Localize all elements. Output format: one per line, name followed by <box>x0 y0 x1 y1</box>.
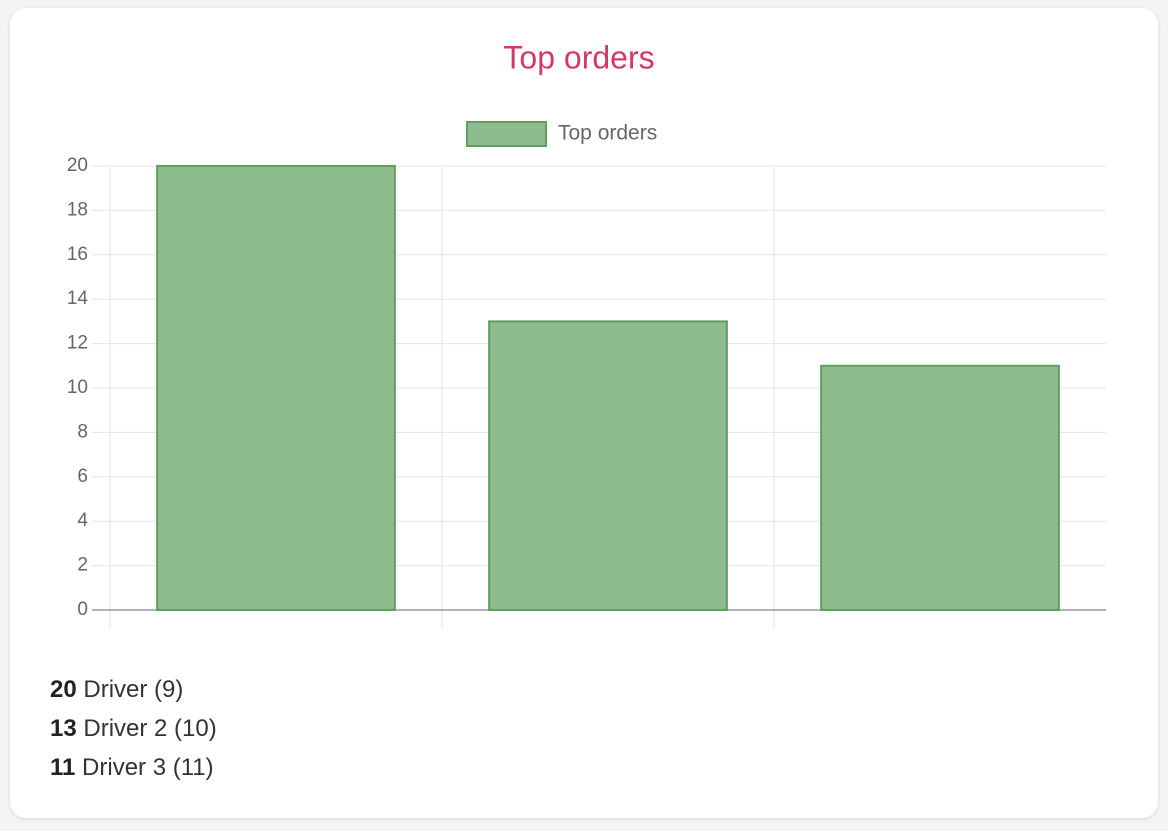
driver-list: 20 Driver (9) 13 Driver 2 (10) 11 Driver 3… <box>50 670 217 787</box>
y-tick-label: 14 <box>67 288 89 309</box>
driver-row: 20 Driver (9) <box>50 670 217 709</box>
order-count: 11 <box>50 754 76 781</box>
y-tick-label: 12 <box>67 333 88 354</box>
y-tick-label: 4 <box>77 510 88 531</box>
legend-label: Top orders <box>558 122 657 145</box>
driver-label: Driver (9) <box>83 676 184 703</box>
driver-label: Driver 3 (11) <box>82 754 214 781</box>
y-tick-label: 10 <box>67 377 88 398</box>
y-tick-label: 2 <box>77 555 88 576</box>
bar <box>820 364 1060 611</box>
y-tick-label: 18 <box>67 199 88 220</box>
driver-row: 11 Driver 3 (11) <box>50 748 217 787</box>
y-tick-label: 6 <box>77 466 88 487</box>
chart: Top orders 0 2 4 6 8 10 12 14 16 18 20 Top orders <box>67 39 1106 628</box>
order-count: 13 <box>50 715 77 742</box>
driver-row: 13 Driver 2 (10) <box>50 709 217 748</box>
driver-label: Driver 2 (10) <box>83 715 217 742</box>
legend-swatch <box>466 121 547 147</box>
bar <box>488 320 728 611</box>
bar <box>156 165 396 611</box>
y-tick-label: 16 <box>67 244 88 265</box>
order-count: 20 <box>50 676 77 703</box>
chart-title: Top orders <box>503 39 654 75</box>
y-tick-label: 20 <box>67 155 88 176</box>
y-tick-label: 0 <box>77 599 88 620</box>
y-tick-label: 8 <box>77 421 88 442</box>
